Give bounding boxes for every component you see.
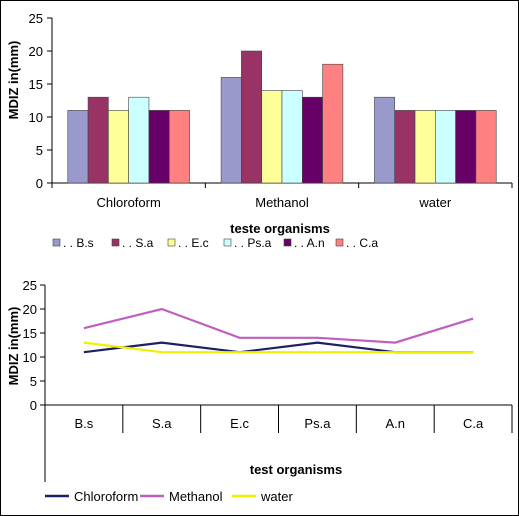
bar-legend-label: . . Ps.a [234,236,272,250]
line-chart-series [83,307,474,354]
bar-chart-y-axis-title: MDIZ in(mm) [6,41,21,120]
line-x-tick-label-s-a: S.a [152,416,172,431]
bar-y-tick-label: 10 [29,110,43,125]
bar-legend-label: . . A.n [294,236,325,250]
bar-legend-label: . . E.c [178,236,209,250]
bar-legend-item-a-n: . . A.n [283,236,325,250]
bar-chart-legend: . . B.s . . S.a . . E.c . . Ps.a . . A.n . . … [52,236,378,250]
bar-methanol-c-a [322,63,344,184]
bar-chart-y-tick-labels: 0 5 10 15 20 25 [29,11,43,191]
line-x-tick-label-c-a: C.a [463,416,484,431]
line-chart-y-tick-labels: 0 5 10 15 20 25 [23,278,37,413]
line-legend-item-methanol: Methanol [140,489,223,504]
line-legend-label: water [260,489,293,504]
bar-legend-item-b-s: . . B.s [52,236,94,250]
bar-y-tick-label: 0 [36,176,43,191]
bar-water-c-a [475,110,497,184]
line-y-tick-label: 0 [30,398,37,413]
line-legend-item-water: water [232,489,293,504]
line-y-tick-label: 25 [23,278,37,293]
line-x-tick-label-ps-a: Ps.a [304,416,331,431]
bar-legend-item-e-c: . . E.c [167,236,209,250]
bar-legend-item-c-a: . . C.a [335,236,378,250]
line-x-tick-label-e-c: E.c [230,416,249,431]
bar-chart-bars [67,50,497,184]
bar-chloroform-c-a [168,110,190,184]
bar-y-tick-label: 15 [29,77,43,92]
bar-legend-label: . . B.s [63,236,94,250]
line-y-tick-label: 20 [23,302,37,317]
line-chart-x-axis-title: test organisms [250,462,342,477]
line-chart-x-tick-labels: B.s S.a E.c Ps.a A.n C.a [75,416,484,431]
line-legend-label: Chloroform [74,489,138,504]
line-x-tick-label-a-n: A.n [385,416,405,431]
bar-legend-swatch [223,238,232,247]
bar-y-tick-label: 25 [29,11,43,26]
line-legend-label: Methanol [169,489,223,504]
line-chart-legend: Chloroform Methanol water [45,489,293,504]
bar-legend-swatch [111,238,120,247]
bar-legend-swatch [167,238,176,247]
bar-chart: 0 5 10 15 20 25 Chloroform Methanol water MDIZ … [6,11,513,250]
line-x-tick-label-b-s: B.s [75,416,94,431]
bar-x-tick-label-methanol: Methanol [255,195,309,210]
line-y-tick-label: 15 [23,326,37,341]
bar-chart-x-tick-labels: Chloroform Methanol water [97,195,452,210]
bar-legend-swatch [283,238,292,247]
line-legend-item-chloroform: Chloroform [45,489,138,504]
bar-legend-swatch [335,238,344,247]
bar-legend-label: . . C.a [346,236,378,250]
bar-legend-swatch [52,238,61,247]
bar-legend-item-s-a: . . S.a [111,236,154,250]
bar-chart-x-axis-title: teste organisms [230,221,330,236]
bar-x-tick-label-chloroform: Chloroform [97,195,161,210]
bar-legend-label: . . S.a [122,236,154,250]
line-chart-axes [40,284,513,482]
line-series-methanol [83,307,474,344]
bar-y-tick-label: 5 [36,143,43,158]
line-chart-y-axis-title: MDIZ in(mm) [6,307,21,386]
line-y-tick-label: 10 [23,350,37,365]
bar-legend-item-ps-a: . . Ps.a [223,236,272,250]
line-y-tick-label: 5 [30,374,37,389]
line-series-water [83,341,474,354]
bar-y-tick-label: 20 [29,44,43,59]
bar-x-tick-label-water: water [418,195,451,210]
